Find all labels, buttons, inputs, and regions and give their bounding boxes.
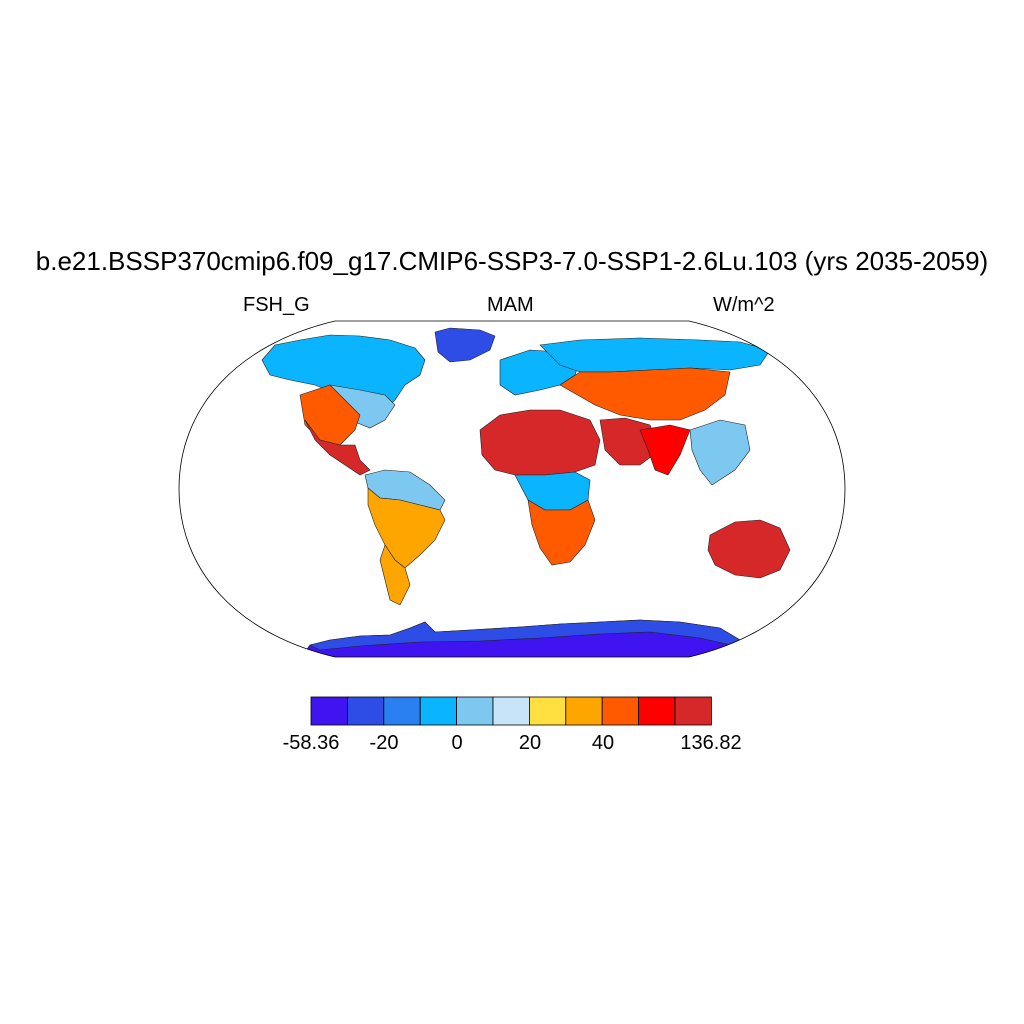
india xyxy=(639,424,691,476)
central-asia xyxy=(559,367,731,421)
colorbar-swatch xyxy=(456,696,494,726)
colorbar-swatch xyxy=(419,696,458,726)
globe-outline xyxy=(178,320,846,658)
plot-title: b.e21.BSSP370cmip6.f09_g17.CMIP6-SSP3-7.… xyxy=(35,246,989,276)
colorbar-swatch xyxy=(601,696,640,726)
colorbar-tick-label: -58.36 xyxy=(282,732,340,754)
colorbar xyxy=(310,696,712,726)
australia xyxy=(707,519,791,579)
colorbar-swatch xyxy=(310,696,348,726)
colorbar-swatch xyxy=(529,696,567,726)
colorbar-swatch xyxy=(674,696,712,726)
southeast-asia xyxy=(689,419,751,486)
sahara xyxy=(479,409,601,476)
land-fill-group xyxy=(261,327,791,657)
congo xyxy=(514,471,591,511)
north-america-north xyxy=(261,334,426,411)
units-label: W/m^2 xyxy=(713,294,775,316)
colorbar-swatch xyxy=(492,696,530,726)
colorbar-swatch xyxy=(638,696,676,726)
colorbar-tick-label: -20 xyxy=(369,732,399,754)
southern-africa xyxy=(527,499,596,566)
colorbar-tick-label: 40 xyxy=(591,732,615,754)
colorbar-swatch xyxy=(565,696,603,726)
siberia xyxy=(539,337,771,373)
season-label: MAM xyxy=(487,294,534,316)
colorbar-tick-label: 136.82 xyxy=(680,732,742,754)
colorbar-tick-label: 0 xyxy=(451,732,463,754)
variable-label: FSH_G xyxy=(243,294,310,316)
colorbar-tick-label: 20 xyxy=(518,732,542,754)
colorbar-swatch xyxy=(346,696,385,726)
patagonia xyxy=(379,544,411,606)
antarctica-coast xyxy=(309,619,741,651)
colorbar-swatch xyxy=(383,696,421,726)
greenland xyxy=(434,327,496,363)
mexico xyxy=(304,419,371,476)
